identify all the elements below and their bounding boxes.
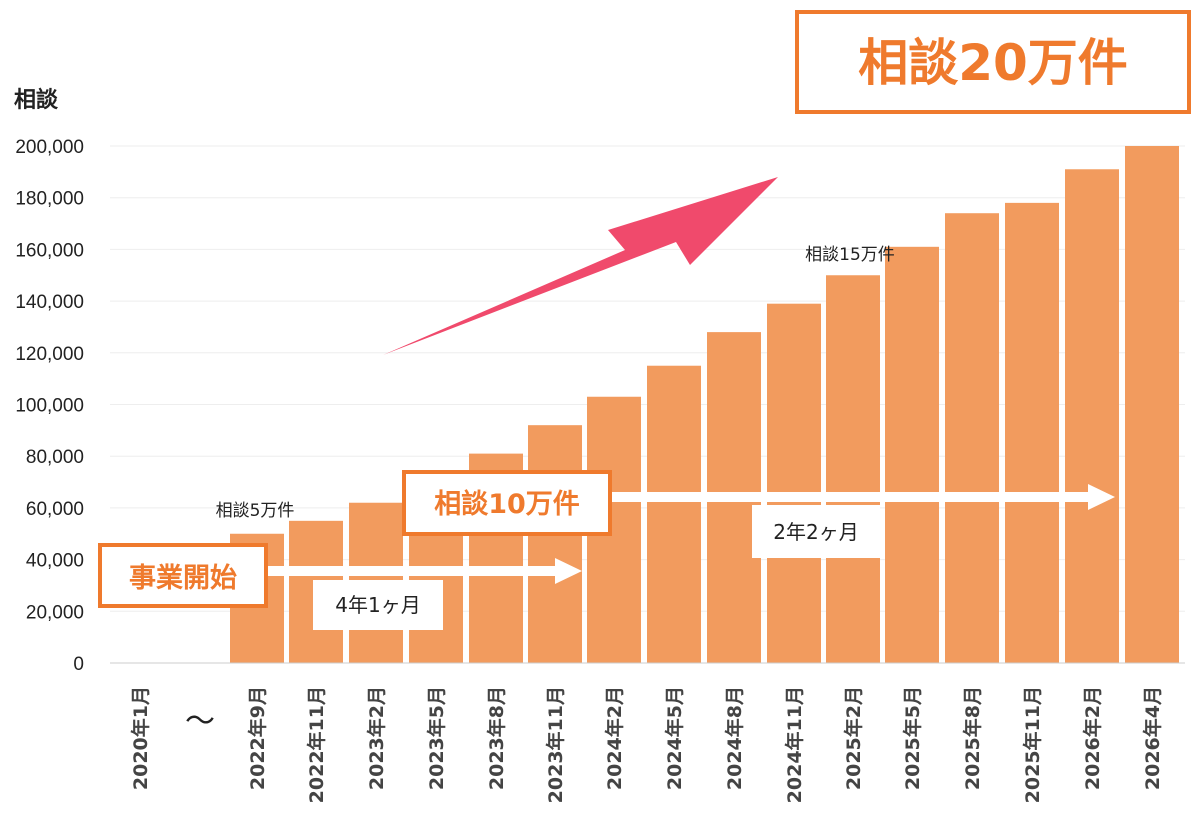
y-tick-label: 120,000 bbox=[15, 344, 84, 365]
growth-arrow-icon bbox=[383, 177, 778, 355]
milestone-5man-label: 相談5万件 bbox=[216, 501, 295, 521]
headline-label: 相談20万件 bbox=[858, 34, 1128, 92]
bar bbox=[1005, 202, 1059, 663]
bar bbox=[647, 365, 701, 663]
x-tick-label: 2025年5月 bbox=[901, 686, 924, 790]
x-tick-label: 2022年9月 bbox=[246, 686, 269, 790]
milestone-10man-label: 相談10万件 bbox=[434, 488, 580, 520]
x-axis-ticks: 2020年1月 2022年9月 2022年11月 2023年2月 2023年5月 2023… bbox=[129, 686, 1164, 803]
y-tick-label: 180,000 bbox=[15, 189, 84, 210]
y-tick-label: 140,000 bbox=[15, 292, 84, 313]
y-tick-label: 60,000 bbox=[26, 499, 84, 520]
x-tick-label: 2023年5月 bbox=[425, 686, 448, 790]
bar bbox=[1065, 169, 1119, 663]
bar bbox=[885, 246, 939, 663]
x-tick-label: 2025年8月 bbox=[961, 686, 984, 790]
y-axis-label: 相談 bbox=[14, 87, 59, 113]
x-tick-label: 2025年2月 bbox=[842, 686, 865, 790]
x-tick-label: 2023年2月 bbox=[365, 686, 388, 790]
period-arrow-first bbox=[265, 558, 582, 584]
period-first-label: 4年1ヶ月 bbox=[335, 593, 420, 617]
x-tick-label: 2024年5月 bbox=[663, 686, 686, 790]
x-tick-label: 2026年4月 bbox=[1141, 686, 1164, 790]
y-tick-label: 40,000 bbox=[26, 551, 84, 572]
milestone-15man-label: 相談15万件 bbox=[805, 245, 895, 265]
bar bbox=[826, 275, 880, 663]
period-second-label: 2年2ヶ月 bbox=[773, 520, 858, 544]
y-tick-label: 80,000 bbox=[26, 447, 84, 468]
bar bbox=[528, 425, 582, 663]
milestone-10man-box bbox=[402, 470, 612, 536]
y-tick-label: 100,000 bbox=[15, 396, 84, 417]
x-tick-label: 2025年11月 bbox=[1021, 686, 1044, 803]
period-second-box bbox=[752, 505, 880, 558]
x-tick-label: 2023年11月 bbox=[544, 686, 567, 803]
x-tick-label: 2026年2月 bbox=[1081, 686, 1104, 790]
y-axis-ticks: 0 20,000 40,000 60,000 80,000 100,000 120,000 1… bbox=[15, 137, 84, 675]
period-arrow-second bbox=[610, 484, 1115, 510]
period-first-box bbox=[313, 580, 443, 630]
headline-box bbox=[795, 10, 1191, 114]
start-box bbox=[98, 543, 268, 608]
x-tick-label: 2024年2月 bbox=[603, 686, 626, 790]
y-tick-label: 0 bbox=[73, 654, 84, 675]
bar bbox=[1125, 146, 1179, 663]
x-tick-label: 2022年11月 bbox=[305, 686, 328, 803]
bar bbox=[767, 303, 821, 663]
bar bbox=[945, 213, 999, 663]
x-tick-label: 2023年8月 bbox=[485, 686, 508, 790]
y-tick-label: 20,000 bbox=[26, 602, 84, 623]
x-tick-label: 2024年8月 bbox=[723, 686, 746, 790]
axis-break-mark: 〜 bbox=[185, 704, 215, 739]
x-tick-label: 2024年11月 bbox=[783, 686, 806, 803]
y-tick-label: 200,000 bbox=[15, 137, 84, 158]
x-tick-label: 2020年1月 bbox=[129, 686, 152, 790]
y-tick-label: 160,000 bbox=[15, 240, 84, 261]
start-label: 事業開始 bbox=[129, 562, 237, 594]
